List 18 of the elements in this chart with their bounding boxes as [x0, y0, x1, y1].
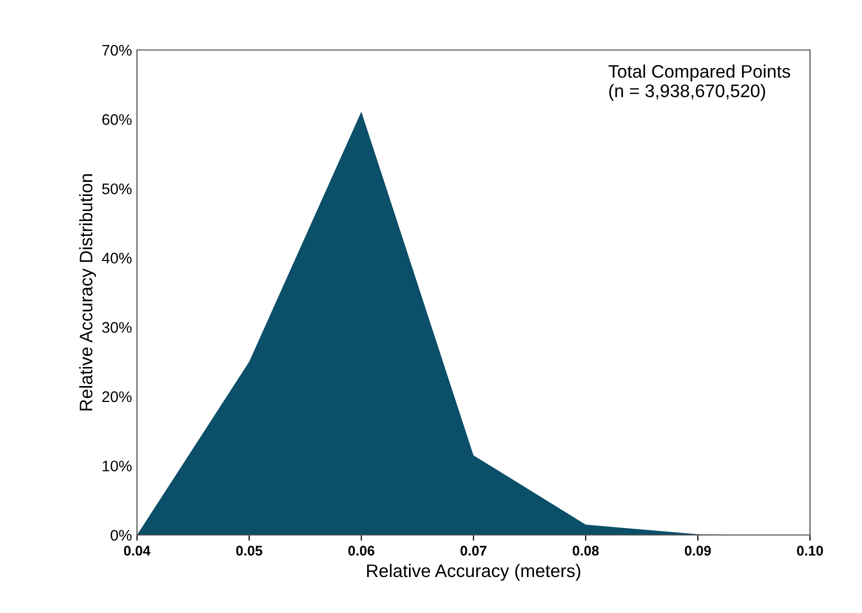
y-tick-label: 40% — [102, 252, 132, 264]
x-tick-label: 0.10 — [797, 546, 823, 556]
y-axis-title: Relative Accuracy Distribution — [79, 174, 96, 410]
y-tick-label: 70% — [102, 44, 132, 56]
x-axis-title: Relative Accuracy (meters) — [367, 564, 580, 581]
y-tick-label: 0% — [110, 530, 132, 541]
x-tick-label: 0.09 — [684, 546, 711, 556]
y-tick-label: 10% — [102, 460, 132, 472]
y-tick-label: 50% — [102, 183, 132, 194]
annotation: Total Compared Points (n = 3,938,670,520) — [608, 64, 790, 101]
x-tick-label: 0.04 — [124, 546, 150, 556]
x-tick-label: 0.07 — [460, 546, 486, 556]
y-tick-label: 30% — [102, 322, 132, 333]
x-tick-label: 0.05 — [236, 546, 262, 556]
y-tick-label: 60% — [102, 114, 132, 125]
y-tick-label: 20% — [102, 391, 132, 402]
x-tick-label: 0.08 — [572, 546, 599, 556]
x-tick-label: 0.06 — [348, 546, 374, 556]
